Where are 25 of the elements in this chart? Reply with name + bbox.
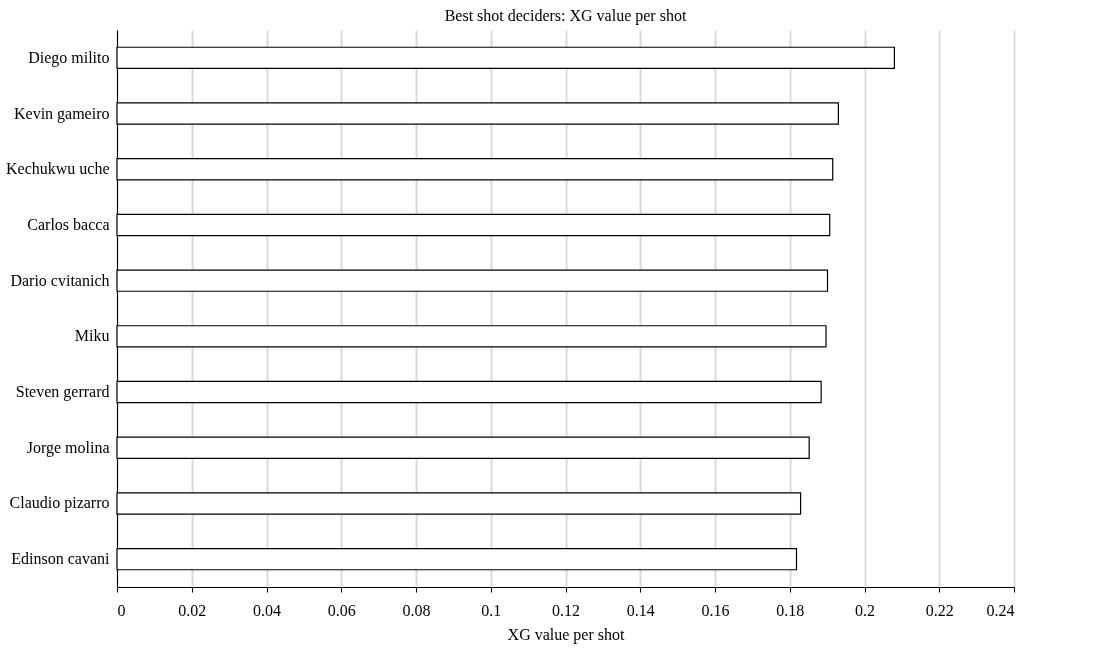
- x-tick-label: 0.04: [253, 601, 281, 619]
- x-tick-label: 0.06: [327, 601, 356, 619]
- x-tick-label: 0.12: [552, 601, 580, 619]
- x-tick-label: 0.02: [178, 601, 207, 619]
- y-tick-label: Kechukwu uche: [5, 160, 110, 178]
- x-tick-label: 0.22: [925, 601, 954, 619]
- x-tick-label: 0.2: [855, 601, 875, 619]
- y-tick-label: Diego milito: [28, 48, 110, 67]
- x-tick-label: 0.24: [986, 601, 1015, 619]
- y-tick-label: Jorge molina: [26, 438, 110, 457]
- y-tick-label: Claudio pizarro: [9, 494, 110, 513]
- x-tick-label: 0.14: [626, 601, 655, 619]
- x-tick-label: 0.1: [481, 601, 502, 619]
- x-tick-label: 0.18: [776, 601, 805, 619]
- y-tick-label: Miku: [74, 327, 110, 345]
- y-tick-label: Carlos bacca: [27, 215, 110, 233]
- y-tick-label: Edinson cavani: [11, 550, 111, 568]
- x-tick-label: 0: [117, 601, 126, 619]
- y-tick-label: Kevin gameiro: [13, 104, 110, 123]
- y-tick-label: Dario cvitanich: [10, 271, 110, 289]
- x-tick-label: 0.16: [701, 601, 730, 619]
- x-tick-label: 0.08: [402, 601, 431, 619]
- x-axis-title: XG value per shot: [507, 625, 625, 644]
- y-tick-label: Steven gerrard: [15, 383, 110, 402]
- chart-title: Best shot deciders: XG value per shot: [444, 7, 687, 25]
